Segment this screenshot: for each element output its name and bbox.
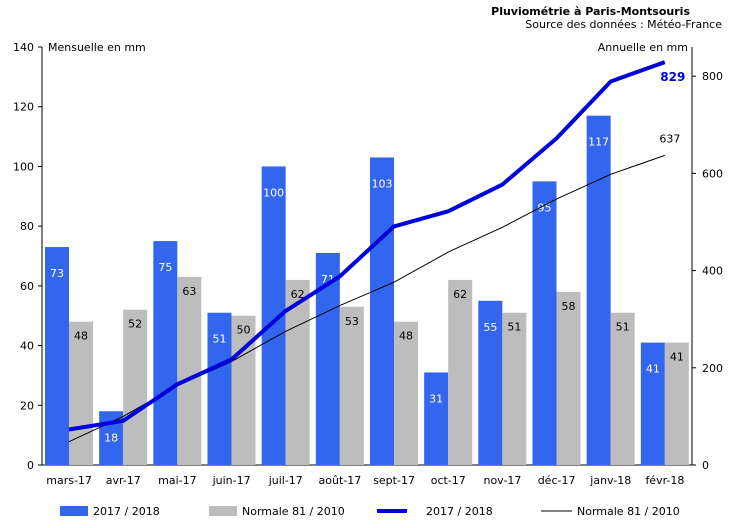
right-tick-label: 600 bbox=[702, 167, 723, 180]
left-tick-label: 60 bbox=[20, 280, 34, 293]
data-label-2017: 100 bbox=[263, 186, 284, 199]
bar-2017 bbox=[640, 342, 665, 465]
bar-normal bbox=[339, 306, 364, 465]
data-label-normal: 63 bbox=[182, 285, 196, 298]
x-tick-label: mars-17 bbox=[46, 474, 92, 487]
data-label-normal: 62 bbox=[453, 288, 467, 301]
end-label-normal: 637 bbox=[659, 132, 680, 145]
x-tick-label: déc-17 bbox=[538, 474, 576, 487]
data-label-normal: 50 bbox=[237, 324, 251, 337]
left-tick-label: 80 bbox=[20, 220, 34, 233]
bar-normal bbox=[502, 312, 527, 465]
lines-group bbox=[68, 60, 666, 443]
x-tick-label: sept-17 bbox=[373, 474, 415, 487]
left-tick-label: 100 bbox=[13, 160, 34, 173]
bar-2017 bbox=[478, 300, 503, 465]
data-label-2017: 75 bbox=[158, 261, 172, 274]
data-label-normal: 52 bbox=[128, 318, 142, 331]
left-tick-label: 20 bbox=[20, 399, 34, 412]
bar-normal bbox=[69, 321, 93, 465]
bar-normal bbox=[448, 279, 473, 465]
bar-normal bbox=[556, 291, 581, 465]
data-label-normal: 51 bbox=[616, 321, 630, 334]
data-label-normal: 48 bbox=[399, 330, 413, 343]
legend-label-line-2017: 2017 / 2018 bbox=[426, 505, 493, 518]
data-label-2017: 41 bbox=[646, 363, 660, 376]
chart-title: Pluviométrie à Paris-Montsouris bbox=[491, 5, 690, 18]
data-label-normal: 51 bbox=[507, 321, 521, 334]
data-label-normal: 48 bbox=[74, 330, 88, 343]
legend-swatch-bar-2017 bbox=[60, 506, 88, 516]
x-tick-label: mai-17 bbox=[158, 474, 196, 487]
legend-swatch-bar-normal bbox=[209, 506, 237, 516]
data-label-2017: 117 bbox=[588, 136, 609, 149]
right-axis-label: Annuelle en mm bbox=[598, 41, 688, 54]
bar-2017 bbox=[207, 312, 232, 465]
right-tick-label: 400 bbox=[702, 265, 723, 278]
bar-normal bbox=[610, 312, 635, 465]
left-ticks: 0 20 40 60 80 100 120 140 bbox=[13, 41, 42, 472]
x-tick-label: févr-18 bbox=[645, 474, 684, 487]
data-label-2017: 51 bbox=[213, 333, 227, 346]
x-tick-label: avr-17 bbox=[106, 474, 141, 487]
legend-label-bar-normal: Normale 81 / 2010 bbox=[242, 505, 345, 518]
legend-label-bar-2017: 2017 / 2018 bbox=[93, 505, 160, 518]
bar-2017 bbox=[45, 247, 69, 465]
data-label-2017: 95 bbox=[538, 201, 552, 214]
bar-2017 bbox=[586, 115, 611, 466]
bar-normal bbox=[231, 315, 256, 465]
bar-2017 bbox=[532, 181, 557, 465]
x-tick-label: janv-18 bbox=[589, 474, 631, 487]
left-tick-label: 40 bbox=[20, 340, 34, 353]
bar-normal bbox=[177, 276, 202, 465]
data-label-normal: 62 bbox=[291, 288, 305, 301]
bar-normal bbox=[394, 321, 418, 465]
data-label-2017: 31 bbox=[429, 392, 443, 405]
line-2017 bbox=[68, 60, 666, 432]
data-label-normal: 53 bbox=[345, 315, 359, 328]
x-tick-label: oct-17 bbox=[431, 474, 466, 487]
bar-2017 bbox=[370, 157, 394, 465]
data-label-normal: 41 bbox=[670, 351, 684, 364]
bar-normal bbox=[664, 342, 689, 465]
data-label-2017: 103 bbox=[372, 177, 393, 190]
bar-2017 bbox=[153, 241, 178, 465]
x-tick-label: nov-17 bbox=[483, 474, 521, 487]
data-label-2017: 55 bbox=[483, 321, 497, 334]
bar-normal bbox=[123, 309, 148, 465]
left-tick-label: 0 bbox=[27, 459, 34, 472]
legend: 2017 / 2018 Normale 81 / 2010 2017 / 201… bbox=[60, 505, 680, 518]
right-ticks: 0 200 400 600 800 bbox=[692, 70, 723, 472]
x-tick-label: juin-17 bbox=[212, 474, 251, 487]
bar-2017 bbox=[424, 372, 449, 465]
left-tick-label: 140 bbox=[13, 41, 34, 54]
x-tick-label: août-17 bbox=[319, 474, 362, 487]
chart-subtitle: Source des données : Météo-France bbox=[525, 18, 722, 31]
x-tick-labels: mars-17 avr-17 mai-17 juin-17 juil-17 août-17… bbox=[46, 474, 684, 487]
data-label-2017: 18 bbox=[104, 431, 118, 444]
left-axis-label: Mensuelle en mm bbox=[48, 41, 146, 54]
right-tick-label: 0 bbox=[702, 459, 709, 472]
right-tick-label: 200 bbox=[702, 362, 723, 375]
x-tick-label: juil-17 bbox=[268, 474, 303, 487]
right-tick-label: 800 bbox=[702, 70, 723, 83]
legend-label-line-normal: Normale 81 / 2010 bbox=[577, 505, 680, 518]
left-tick-label: 120 bbox=[13, 101, 34, 114]
end-label-2017: 829 bbox=[660, 70, 685, 84]
data-label-2017: 73 bbox=[50, 267, 64, 280]
data-label-normal: 58 bbox=[562, 300, 576, 313]
